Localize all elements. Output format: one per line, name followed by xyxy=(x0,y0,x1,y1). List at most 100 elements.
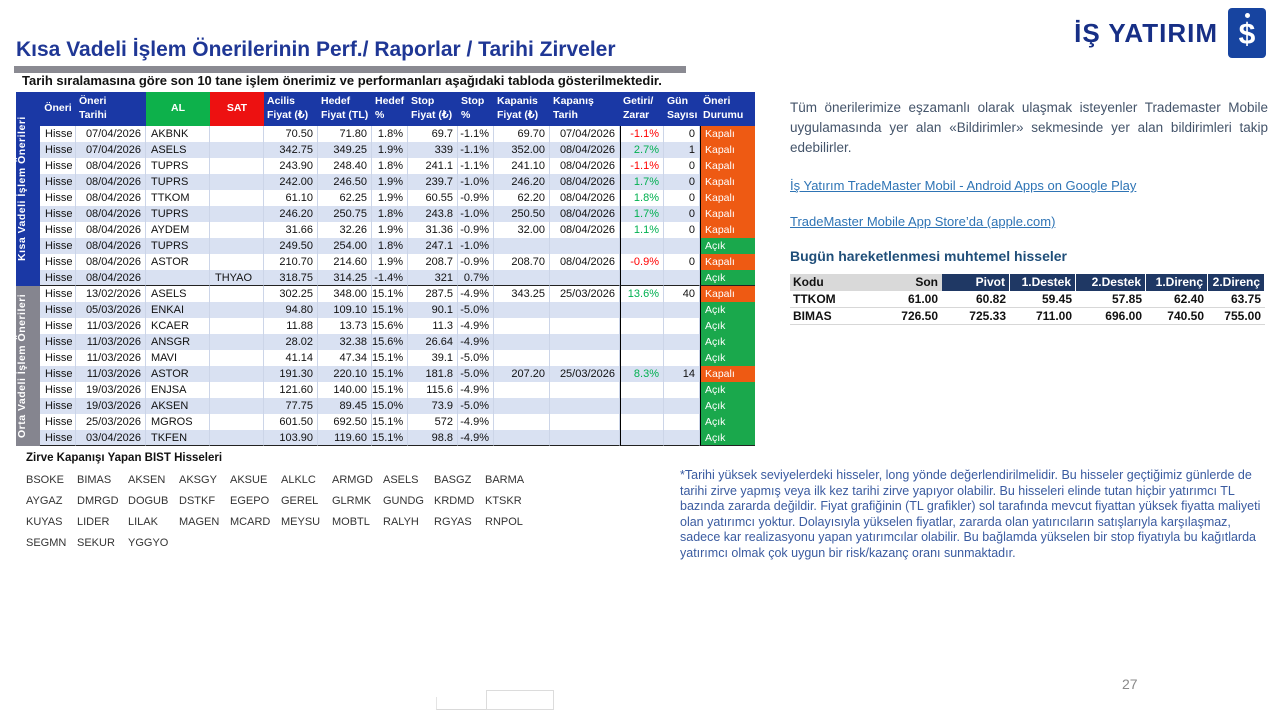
zirve-ticker: GLRMK xyxy=(332,495,372,507)
table-cell: 2.7% xyxy=(620,142,664,158)
zirve-ticker: KTSKR xyxy=(485,495,522,507)
logo-dot xyxy=(1244,13,1250,18)
table-cell: 0 xyxy=(664,174,700,190)
pivot-value-cell: 57.85 xyxy=(1076,291,1146,308)
table-cell xyxy=(620,318,664,334)
table-cell: 08/04/2026 xyxy=(550,190,620,206)
zirve-list-title: Zirve Kapanışı Yapan BIST Hisseleri xyxy=(26,452,223,464)
table-cell: Hisse xyxy=(40,270,76,286)
table-cell xyxy=(550,270,620,286)
table-cell: 89.45 xyxy=(318,398,372,414)
table-cell xyxy=(210,302,264,318)
table-cell xyxy=(550,430,620,446)
table-cell xyxy=(550,302,620,318)
table-cell: 19/03/2026 xyxy=(76,382,146,398)
table-cell: 07/04/2026 xyxy=(550,126,620,142)
app-store-link[interactable]: TradeMaster Mobile App Store’da (apple.c… xyxy=(790,214,1056,229)
table-cell: MAVI xyxy=(146,350,210,366)
status-cell: Açık xyxy=(700,350,755,366)
table-cell: 0 xyxy=(664,222,700,238)
table-cell: Hisse xyxy=(40,142,76,158)
table-cell: AKBNK xyxy=(146,126,210,142)
table-cell: 0 xyxy=(664,126,700,142)
table-cell: 1.7% xyxy=(620,174,664,190)
status-cell: Kapalı xyxy=(700,222,755,238)
table-cell: Hisse xyxy=(40,126,76,142)
table-cell: 08/04/2026 xyxy=(550,174,620,190)
pivot-value-cell: 62.40 xyxy=(1146,291,1208,308)
zirve-ticker: GUNDG xyxy=(383,495,424,507)
table-cell: -5.0% xyxy=(458,398,494,414)
table-cell: 247.1 xyxy=(408,238,458,254)
pivot-header-son: Son xyxy=(870,274,942,291)
table-cell: -4.9% xyxy=(458,414,494,430)
pivot-header-pivot: Pivot xyxy=(942,274,1010,291)
table-cell: ANSGR xyxy=(146,334,210,350)
zirve-ticker: SEKUR xyxy=(77,537,115,549)
table-cell: 03/04/2026 xyxy=(76,430,146,446)
pivot-value-cell: 740.50 xyxy=(1146,308,1208,325)
table-cell: 32.00 xyxy=(494,222,550,238)
table-cell xyxy=(146,270,210,286)
table-cell: 352.00 xyxy=(494,142,550,158)
column-header-sat: SAT xyxy=(210,92,264,126)
table-cell: ASELS xyxy=(146,286,210,302)
table-cell: 0.7% xyxy=(458,270,494,286)
table-cell: 0 xyxy=(664,190,700,206)
table-cell: AKSEN xyxy=(146,398,210,414)
table-cell: 32.26 xyxy=(318,222,372,238)
table-cell xyxy=(210,254,264,270)
table-cell: 69.70 xyxy=(494,126,550,142)
google-play-link[interactable]: İş Yatırım TradeMaster Mobil - Android A… xyxy=(790,178,1137,193)
table-cell xyxy=(210,286,264,302)
table-cell xyxy=(494,270,550,286)
table-cell: -4.9% xyxy=(458,430,494,446)
zirve-ticker: BARMA xyxy=(485,474,525,486)
pivot-value-cell: 755.00 xyxy=(1208,308,1265,325)
table-cell: 692.50 xyxy=(318,414,372,430)
table-cell: 181.8 xyxy=(408,366,458,382)
status-cell: Açık xyxy=(700,238,755,254)
table-cell: -4.9% xyxy=(458,382,494,398)
section-label-kisa-vadeli: Kısa Vadeli İşlem Önerileri xyxy=(16,92,40,286)
table-cell: 47.34 xyxy=(318,350,372,366)
table-cell: 08/04/2026 xyxy=(550,206,620,222)
zirve-ticker: BIMAS xyxy=(77,474,112,486)
table-cell: 1 xyxy=(664,142,700,158)
status-cell: Açık xyxy=(700,334,755,350)
table-cell xyxy=(494,238,550,254)
table-cell: -4.9% xyxy=(458,318,494,334)
status-cell: Kapalı xyxy=(700,206,755,222)
table-cell: 08/04/2026 xyxy=(550,254,620,270)
table-cell xyxy=(210,398,264,414)
table-cell: TUPRS xyxy=(146,206,210,222)
table-cell: 14 xyxy=(664,366,700,382)
table-cell: 119.60 xyxy=(318,430,372,446)
zirve-ticker: LIDER xyxy=(77,516,110,528)
table-cell xyxy=(664,414,700,430)
table-cell: 71.80 xyxy=(318,126,372,142)
table-cell: -1.1% xyxy=(620,158,664,174)
title-underline-bar xyxy=(14,66,686,73)
table-cell: 0 xyxy=(664,158,700,174)
table-cell xyxy=(550,350,620,366)
table-cell: 243.90 xyxy=(264,158,318,174)
table-cell: -0.9% xyxy=(458,254,494,270)
table-cell: Hisse xyxy=(40,366,76,382)
table-cell: 25/03/2026 xyxy=(550,286,620,302)
table-cell: Hisse xyxy=(40,302,76,318)
table-cell: Hisse xyxy=(40,382,76,398)
table-cell: 121.60 xyxy=(264,382,318,398)
table-cell xyxy=(494,430,550,446)
table-cell: 90.1 xyxy=(408,302,458,318)
recommendations-table-body: Hisse 07/04/2026 AKBNK 70.50 71.80 1.8% 69.7 -1… xyxy=(40,126,755,446)
table-cell xyxy=(550,238,620,254)
table-cell: AYDEM xyxy=(146,222,210,238)
zirve-ticker: AKSGY xyxy=(179,474,217,486)
table-cell: 94.80 xyxy=(264,302,318,318)
table-cell: 08/04/2026 xyxy=(76,174,146,190)
status-cell: Kapalı xyxy=(700,158,755,174)
table-cell: KCAER xyxy=(146,318,210,334)
pivot-value-cell: 696.00 xyxy=(1076,308,1146,325)
